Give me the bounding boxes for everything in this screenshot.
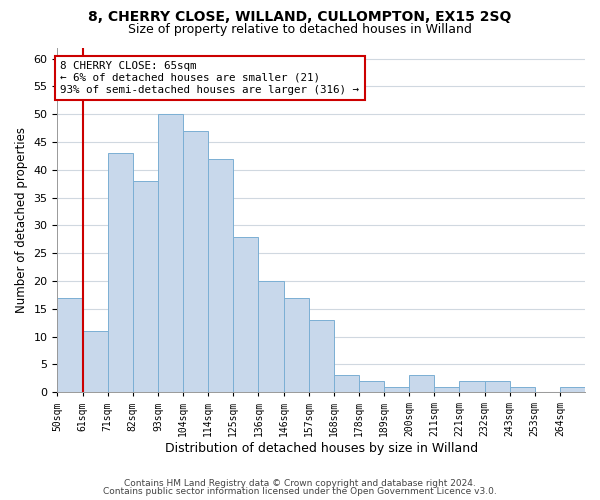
Bar bbox=[158, 114, 183, 392]
Bar bbox=[259, 281, 284, 392]
X-axis label: Distribution of detached houses by size in Willand: Distribution of detached houses by size … bbox=[164, 442, 478, 455]
Bar bbox=[485, 381, 509, 392]
Text: 8, CHERRY CLOSE, WILLAND, CULLOMPTON, EX15 2SQ: 8, CHERRY CLOSE, WILLAND, CULLOMPTON, EX… bbox=[88, 10, 512, 24]
Bar bbox=[308, 320, 334, 392]
Y-axis label: Number of detached properties: Number of detached properties bbox=[15, 127, 28, 313]
Bar bbox=[208, 158, 233, 392]
Bar bbox=[384, 386, 409, 392]
Bar bbox=[359, 381, 384, 392]
Bar bbox=[409, 376, 434, 392]
Bar bbox=[133, 181, 158, 392]
Text: 8 CHERRY CLOSE: 65sqm
← 6% of detached houses are smaller (21)
93% of semi-detac: 8 CHERRY CLOSE: 65sqm ← 6% of detached h… bbox=[61, 62, 359, 94]
Text: Size of property relative to detached houses in Willand: Size of property relative to detached ho… bbox=[128, 22, 472, 36]
Bar bbox=[107, 153, 133, 392]
Bar bbox=[334, 376, 359, 392]
Text: Contains HM Land Registry data © Crown copyright and database right 2024.: Contains HM Land Registry data © Crown c… bbox=[124, 478, 476, 488]
Bar bbox=[434, 386, 460, 392]
Bar bbox=[58, 298, 83, 392]
Bar bbox=[183, 131, 208, 392]
Bar bbox=[509, 386, 535, 392]
Text: Contains public sector information licensed under the Open Government Licence v3: Contains public sector information licen… bbox=[103, 487, 497, 496]
Bar bbox=[560, 386, 585, 392]
Bar bbox=[233, 236, 259, 392]
Bar bbox=[83, 331, 107, 392]
Bar bbox=[460, 381, 485, 392]
Bar bbox=[284, 298, 308, 392]
